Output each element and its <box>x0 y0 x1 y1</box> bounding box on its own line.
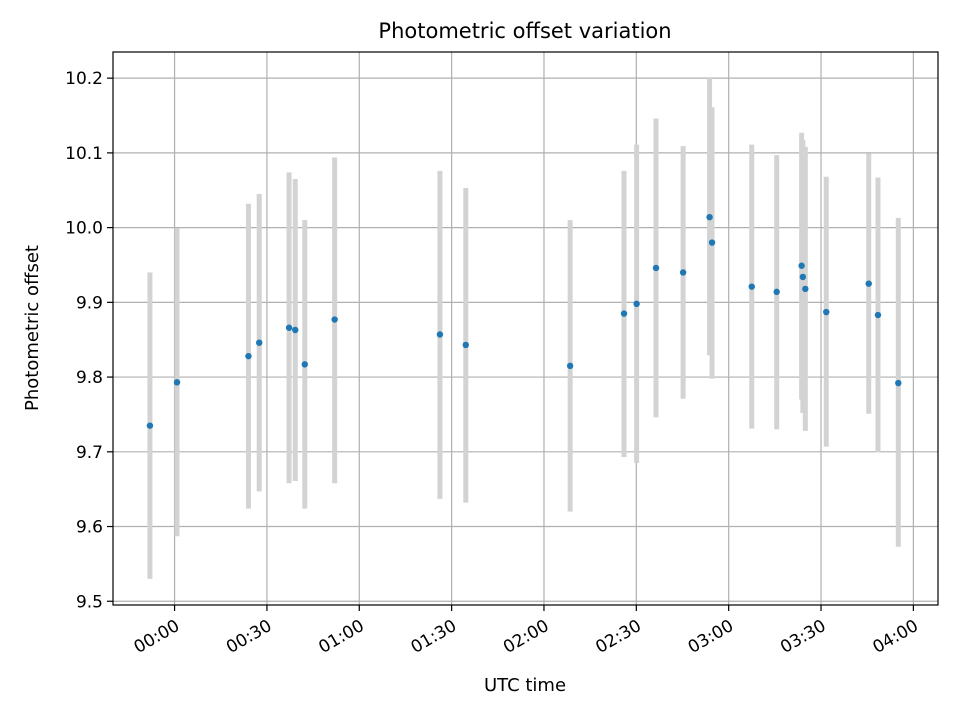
data-point <box>748 283 755 290</box>
x-tick-label: 03:30 <box>777 616 829 658</box>
data-point <box>773 288 780 296</box>
data-point <box>173 379 181 386</box>
x-tick-label: 00:00 <box>131 616 183 658</box>
data-point <box>633 300 640 308</box>
y-axis-label: Photometric offset <box>22 245 43 411</box>
data-point <box>285 324 293 331</box>
x-tick-label: 02:30 <box>592 616 644 658</box>
data-point <box>256 339 263 346</box>
chart-title: Photometric offset variation <box>378 19 671 43</box>
data-point <box>331 316 338 323</box>
y-axis-ticks: 9.5 9.6 9.7 9.8 9.9 10.0 10.1 10.2 <box>65 69 113 612</box>
data-point <box>823 308 830 316</box>
y-tick-label: 9.7 <box>76 443 103 463</box>
plot-area-frame <box>112 51 939 606</box>
y-tick-label: 9.6 <box>76 518 103 538</box>
x-tick-label: 03:00 <box>685 616 737 658</box>
y-tick-label: 10.0 <box>65 219 103 239</box>
grid-lines <box>113 52 938 605</box>
y-tick-label: 9.5 <box>76 592 103 612</box>
data-point <box>708 239 716 246</box>
data-point <box>679 269 687 276</box>
y-tick-label: 10.2 <box>65 69 103 89</box>
x-axis-label: UTC time <box>484 675 566 696</box>
data-point <box>802 285 809 293</box>
data-points <box>146 213 902 429</box>
x-tick-label: 02:00 <box>500 616 552 658</box>
x-tick-label: 04:00 <box>869 616 921 658</box>
data-point <box>620 310 628 317</box>
data-point <box>799 273 807 281</box>
x-axis-ticks: 00:00 00:30 01:00 01:30 02:00 02:30 03:00 03:30… <box>131 605 922 658</box>
data-point <box>462 341 469 349</box>
data-point <box>292 326 299 334</box>
data-point <box>895 379 902 387</box>
data-point <box>301 361 308 368</box>
x-tick-label: 00:30 <box>223 616 275 658</box>
data-point <box>798 262 805 269</box>
y-tick-label: 9.8 <box>76 368 103 388</box>
y-tick-label: 9.9 <box>76 293 103 313</box>
data-point <box>436 331 444 338</box>
data-point <box>874 311 882 319</box>
data-point <box>865 280 872 287</box>
x-tick-label: 01:00 <box>315 616 367 658</box>
data-point <box>566 362 574 370</box>
data-point <box>146 422 154 429</box>
data-point <box>706 213 713 221</box>
data-point <box>245 352 252 360</box>
x-tick-label: 01:30 <box>408 616 460 658</box>
y-tick-label: 10.1 <box>65 144 103 164</box>
data-point <box>652 264 660 272</box>
